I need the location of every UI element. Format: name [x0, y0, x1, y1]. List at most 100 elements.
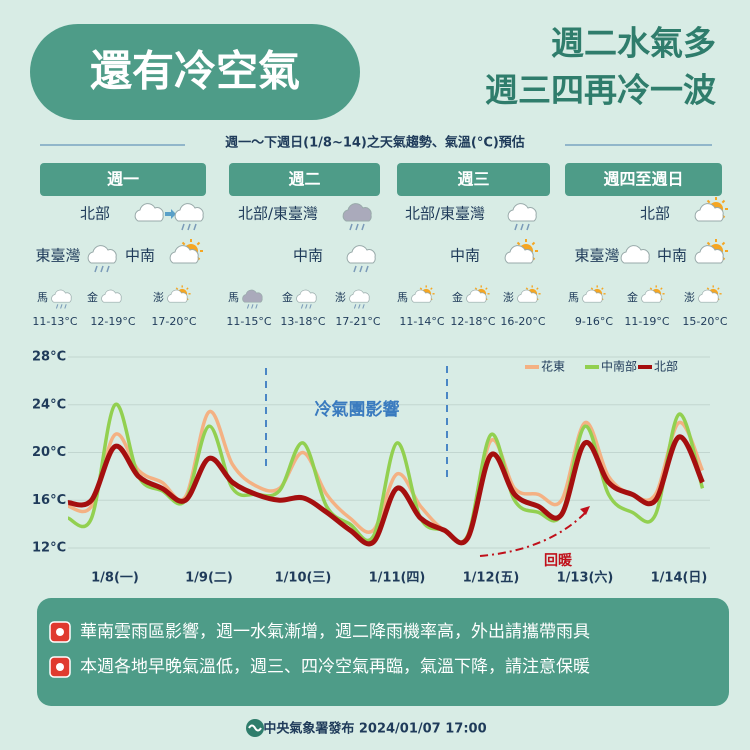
sun-ray — [536, 287, 539, 290]
weather-icon — [167, 285, 191, 303]
column-header: 週一 — [107, 170, 139, 189]
rain — [106, 265, 110, 273]
region-label: 北部/東臺灣 — [405, 205, 485, 223]
note-icon-dot — [56, 663, 64, 671]
region-label: 北部 — [80, 205, 110, 223]
note: 本週各地早晚氣溫低，週三、四冷空氣再臨，氣溫下降，請注意保暖 — [80, 657, 590, 677]
island-temp: 12-18°C — [450, 315, 495, 328]
sun-ray — [706, 287, 710, 290]
cloud — [101, 289, 122, 303]
cloud — [694, 203, 724, 222]
rain — [358, 304, 361, 309]
region-label: 北部 — [640, 205, 670, 223]
cloud — [620, 245, 650, 264]
rain — [526, 223, 530, 231]
rain — [60, 304, 63, 309]
rain — [520, 223, 524, 231]
sun-ray — [601, 287, 604, 290]
annotation: 冷氣團影響 — [315, 399, 400, 420]
y-tick-label: 20°C — [32, 445, 66, 460]
weather-icon — [169, 239, 203, 264]
sun-ray — [516, 241, 521, 246]
region-label: 北部/東臺灣 — [238, 205, 318, 223]
y-tick-label: 24°C — [32, 397, 66, 412]
rain — [359, 265, 363, 273]
region-label: 中南 — [293, 247, 323, 265]
cloud — [698, 289, 719, 303]
arrow — [165, 209, 176, 219]
cloud — [411, 289, 432, 303]
headline: 週三四再冷一波 — [485, 71, 716, 110]
rain — [514, 223, 518, 231]
sun-ray — [430, 287, 433, 290]
note-icon-dot — [56, 628, 64, 636]
rain — [309, 304, 312, 309]
weather-icon — [87, 245, 117, 273]
sun-ray — [175, 287, 179, 290]
column-header: 週二 — [288, 170, 320, 189]
rain — [94, 265, 98, 273]
weather-icon — [641, 285, 665, 303]
cloud — [296, 289, 317, 303]
weather-icon — [174, 203, 204, 231]
island-name: 金 — [282, 290, 293, 304]
rain — [187, 223, 191, 231]
sun-ray — [186, 287, 189, 290]
island-temp: 17-20°C — [151, 315, 196, 328]
rain — [349, 223, 353, 231]
island-name: 金 — [452, 290, 463, 304]
x-tick-label: 1/10(三) — [275, 571, 332, 586]
weather-icon — [504, 239, 538, 264]
x-tick-label: 1/12(五) — [463, 571, 520, 586]
sun-ray — [717, 287, 720, 290]
y-tick-label: 16°C — [32, 493, 66, 508]
weather-icon — [242, 289, 263, 309]
cloud — [342, 203, 372, 222]
warming-arrow — [479, 509, 589, 557]
rain — [355, 223, 359, 231]
cloud — [466, 289, 487, 303]
weather-icon — [51, 289, 72, 309]
sun-ray — [196, 241, 201, 246]
cloud — [134, 203, 164, 222]
cloud — [517, 289, 538, 303]
annotation: 回暖 — [544, 552, 573, 569]
sun-ray — [649, 287, 653, 290]
rain — [64, 304, 67, 309]
cloud — [346, 245, 376, 264]
y-tick-label: 28°C — [32, 350, 66, 365]
island-temp: 11-15°C — [226, 315, 271, 328]
island-name: 馬 — [37, 291, 48, 304]
rain — [361, 223, 365, 231]
title-pill — [30, 24, 360, 120]
island-temp: 11-13°C — [32, 315, 77, 328]
island-name: 馬 — [568, 291, 579, 304]
island-temp: 11-19°C — [624, 315, 669, 328]
weather-icon — [694, 239, 728, 264]
subtitle: 週一～下週日(1/8~14)之天氣趨勢、氣溫(°C)預估 — [225, 135, 525, 151]
weather-icon — [349, 289, 370, 309]
island-name: 馬 — [397, 291, 408, 304]
island-name: 澎 — [335, 291, 346, 304]
weather-icon — [620, 245, 650, 264]
rain — [181, 223, 185, 231]
cloud — [641, 289, 662, 303]
x-tick-label: 1/14(日) — [651, 571, 708, 586]
island-temp: 9-16°C — [575, 315, 613, 328]
rain — [251, 304, 254, 309]
cloud — [694, 245, 724, 264]
column-header: 週三 — [457, 170, 489, 189]
column-header-box — [229, 163, 380, 196]
sun-ray — [660, 287, 663, 290]
x-tick-label: 1/13(六) — [557, 570, 614, 586]
region-label: 東臺灣 — [574, 247, 619, 265]
headline: 週二水氣多 — [551, 24, 716, 63]
weather-icon — [134, 203, 164, 222]
sun-ray — [706, 199, 711, 204]
title: 還有冷空氣 — [90, 47, 300, 96]
legend-label: 中南部 — [601, 359, 637, 374]
cloud — [242, 289, 263, 303]
sun-ray — [525, 287, 529, 290]
